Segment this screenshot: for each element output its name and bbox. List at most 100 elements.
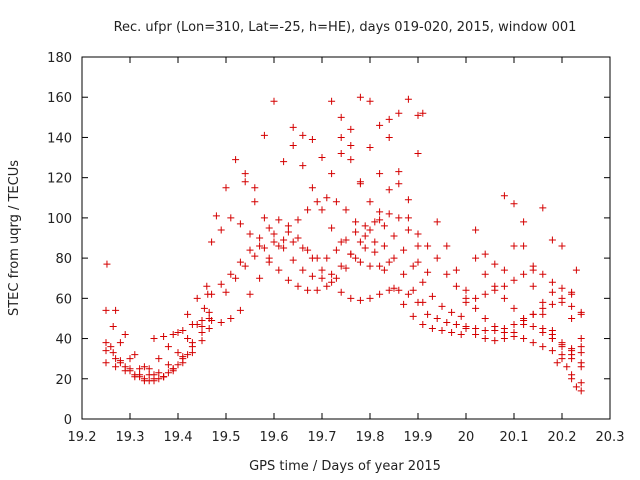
data-point [380, 242, 388, 250]
data-point [256, 274, 264, 282]
data-point [227, 314, 235, 322]
data-point [200, 304, 208, 312]
data-point [366, 198, 374, 206]
data-point [438, 302, 446, 310]
data-point [395, 109, 403, 117]
data-point [116, 359, 124, 367]
data-point [414, 258, 422, 266]
data-point [400, 246, 408, 254]
data-point [251, 184, 259, 192]
data-point [548, 331, 556, 339]
data-point [328, 270, 336, 278]
data-point [510, 304, 518, 312]
data-point [203, 282, 211, 290]
data-point [342, 236, 350, 244]
data-point [347, 294, 355, 302]
data-point [433, 314, 441, 322]
data-point [385, 186, 393, 194]
data-point [102, 347, 110, 355]
data-point [404, 214, 412, 222]
data-point [217, 318, 225, 326]
data-point [472, 331, 480, 339]
data-point [568, 288, 576, 296]
data-point [539, 343, 547, 351]
data-point [318, 266, 326, 274]
data-point [539, 310, 547, 318]
data-point [294, 234, 302, 242]
data-point [289, 123, 297, 131]
data-point [347, 141, 355, 149]
y-tick-label: 160 [47, 91, 72, 106]
data-point [481, 250, 489, 258]
data-point [414, 230, 422, 238]
data-point [205, 325, 213, 332]
data-point [164, 343, 172, 351]
data-point [308, 254, 316, 262]
data-point [404, 95, 412, 103]
data-point [241, 170, 249, 178]
data-point [577, 308, 585, 316]
data-point [179, 327, 187, 335]
data-point [184, 310, 192, 318]
data-point [352, 218, 360, 226]
data-point [304, 206, 312, 214]
data-point [145, 371, 153, 379]
data-point [433, 254, 441, 262]
data-point [462, 286, 470, 294]
data-point [548, 347, 556, 355]
data-point [376, 208, 384, 216]
data-point [481, 270, 489, 278]
data-point [102, 339, 110, 347]
data-point [308, 272, 316, 280]
y-tick-label: 60 [55, 292, 72, 307]
data-point [380, 222, 388, 230]
data-point [510, 200, 518, 208]
data-point [500, 192, 508, 200]
data-point [390, 232, 398, 240]
data-point [299, 162, 307, 170]
data-point [265, 224, 273, 232]
data-point [323, 282, 331, 290]
data-point [577, 387, 585, 395]
data-point [385, 286, 393, 294]
data-point [404, 196, 412, 204]
data-point [227, 270, 235, 278]
data-point [438, 327, 446, 335]
data-point [337, 238, 345, 246]
data-point [164, 369, 172, 377]
data-point [419, 278, 427, 286]
data-point [572, 266, 580, 274]
data-point [366, 262, 374, 270]
data-point [275, 242, 283, 250]
data-point [448, 308, 456, 316]
x-axis-title: GPS time / Days of year 2015 [249, 459, 441, 474]
y-tick-label: 140 [47, 131, 72, 146]
data-point [452, 266, 460, 274]
data-point [212, 212, 220, 220]
data-point [414, 150, 422, 158]
data-point [366, 97, 374, 105]
data-point [539, 298, 547, 306]
data-point [371, 218, 379, 226]
data-point [275, 266, 283, 274]
data-point [361, 222, 369, 230]
data-point [539, 270, 547, 278]
data-point [140, 377, 148, 385]
x-axis: 19.2 19.3 19.4 19.5 19.6 19.7 19.8 19.9 20 20.1 20… [68, 57, 624, 445]
data-point [328, 170, 336, 178]
data-point [270, 230, 278, 238]
y-tick-label: 40 [55, 333, 72, 348]
data-point [169, 331, 177, 339]
y-tick-label: 100 [47, 212, 72, 227]
data-point [232, 156, 240, 164]
data-point [155, 369, 163, 377]
data-point [198, 322, 206, 330]
data-point [424, 268, 432, 276]
data-point [548, 278, 556, 286]
data-point [472, 254, 480, 262]
data-point [145, 365, 153, 373]
data-point [155, 355, 163, 363]
data-point [568, 347, 576, 355]
data-point [347, 125, 355, 133]
data-point [140, 363, 148, 371]
